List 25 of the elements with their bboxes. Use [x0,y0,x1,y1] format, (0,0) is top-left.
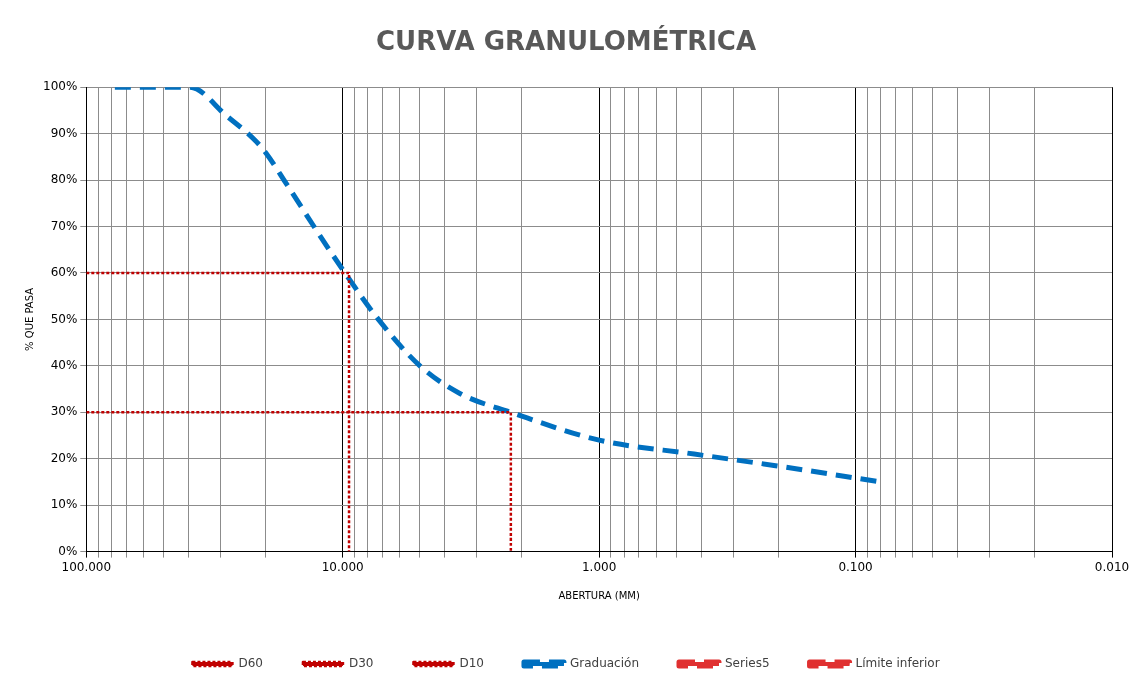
y-tick-label: 90% [50,125,78,140]
x-tick-label: 0.100 [838,559,873,574]
y-axis-title: % QUE PASA [23,287,35,351]
y-tick-label: 20% [50,450,78,465]
legend-label: D10 [459,656,484,671]
y-tick-label: 70% [50,218,78,233]
y-tick-label: 40% [50,357,78,372]
legend-label: Límite inferior [855,656,940,671]
x-tick-label: 10.000 [321,559,364,574]
legend-label: Series5 [725,656,770,671]
y-tick-label: 100% [42,79,78,94]
legend-label: Graduación [569,656,639,671]
y-tick-label: 80% [50,172,78,187]
x-tick-label: 0.010 [1094,559,1130,574]
legend-label: D60 [238,656,263,671]
x-tick-label: 100.000 [61,559,112,574]
y-tick-label: 0% [58,543,78,558]
x-axis-title: ABERTURA (MM) [558,589,640,601]
chart-title: CURVA GRANULOMÉTRICA [375,25,757,57]
legend-label: D30 [348,656,374,671]
y-tick-label: 60% [50,265,78,280]
y-tick-label: 10% [50,497,78,512]
y-tick-label: 30% [50,404,78,419]
y-tick-label: 50% [50,311,78,326]
x-tick-label: 1.000 [581,559,617,574]
